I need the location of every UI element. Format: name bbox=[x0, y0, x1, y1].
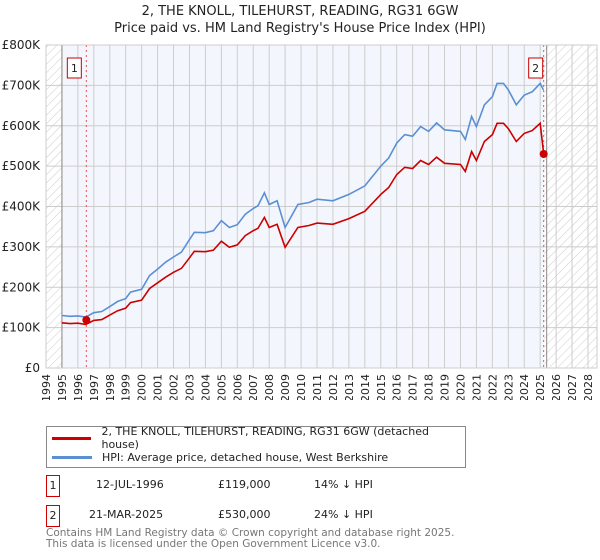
x-tick-label: 1998 bbox=[104, 374, 117, 400]
legend-swatch-red bbox=[52, 436, 92, 440]
series-line bbox=[61, 82, 545, 318]
x-tick-label: 2011 bbox=[311, 374, 324, 400]
sale-marker-badge: 2 bbox=[46, 505, 60, 527]
x-tick-label: 2020 bbox=[454, 374, 467, 400]
y-tick-label: £600K bbox=[2, 119, 42, 133]
sale-annotation-label: 2 bbox=[532, 62, 539, 75]
sale-price: £119,000 bbox=[218, 478, 271, 491]
x-tick-label: 2021 bbox=[470, 374, 483, 400]
x-tick-label: 2007 bbox=[247, 374, 260, 400]
x-tick-label: 2022 bbox=[486, 374, 499, 400]
plot-border bbox=[45, 44, 598, 369]
x-tick-label: 2025 bbox=[534, 374, 547, 400]
price-chart: 1994 1995 1996 1997 1998 1999 2000 2001 2002 2003… bbox=[2, 38, 598, 400]
x-tick-label: 2017 bbox=[407, 374, 420, 400]
sale-row-2: 2 21-MAR-2025 £530,000 24% ↓ HPI bbox=[46, 505, 466, 527]
series-line bbox=[61, 121, 547, 326]
x-tick-label: 2014 bbox=[359, 374, 372, 400]
legend-label: HPI: Average price, detached house, West… bbox=[102, 450, 389, 464]
sale-annotation-label: 1 bbox=[71, 62, 78, 75]
legend-swatch-blue bbox=[52, 455, 92, 459]
x-tick-label: 2015 bbox=[375, 374, 388, 400]
x-tick-label: 1997 bbox=[88, 374, 101, 400]
x-tick-label: 2027 bbox=[566, 374, 579, 400]
sale-hpi-diff: 24% ↓ HPI bbox=[314, 508, 373, 521]
x-tick-label: 2006 bbox=[231, 374, 244, 400]
x-tick-label: 2016 bbox=[391, 374, 404, 400]
x-tick-label: 2001 bbox=[152, 374, 165, 400]
sale-point bbox=[539, 150, 548, 159]
x-tick-label: 2026 bbox=[550, 374, 563, 400]
sale-price: £530,000 bbox=[218, 508, 271, 521]
x-tick-label: 2005 bbox=[215, 374, 228, 400]
x-tick-label: 2024 bbox=[518, 374, 531, 400]
sale-date: 21-MAR-2025 bbox=[89, 508, 164, 521]
sale-row-1: 1 12-JUL-1996 £119,000 14% ↓ HPI bbox=[46, 475, 466, 497]
y-tick-label: £800K bbox=[2, 38, 42, 52]
y-tick-label: £100K bbox=[2, 321, 42, 335]
x-tick-label: 2013 bbox=[343, 374, 356, 400]
y-tick-label: £400K bbox=[2, 200, 42, 214]
x-tick-label: 2002 bbox=[168, 374, 181, 400]
x-tick-label: 1996 bbox=[72, 374, 85, 400]
sale-marker-badge: 1 bbox=[46, 475, 60, 497]
legend: 2, THE KNOLL, TILEHURST, READING, RG31 6… bbox=[46, 425, 466, 468]
footer: Contains HM Land Registry data © Crown c… bbox=[46, 528, 454, 550]
x-tick-label: 2018 bbox=[423, 374, 436, 400]
x-tick-label: 2028 bbox=[582, 374, 595, 400]
x-tick-label: 2010 bbox=[295, 374, 308, 400]
sale-annotation-box bbox=[66, 57, 82, 79]
sale-annotation-box bbox=[528, 57, 544, 79]
x-tick-label: 2008 bbox=[263, 374, 276, 400]
footer-licence: This data is licensed under the Open Gov… bbox=[46, 538, 381, 550]
legend-item-property: 2, THE KNOLL, TILEHURST, READING, RG31 6… bbox=[52, 425, 465, 451]
x-tick-label: 2003 bbox=[183, 374, 196, 400]
y-tick-label: £300K bbox=[2, 240, 42, 254]
x-tick-label: 1994 bbox=[40, 374, 53, 400]
legend-label: 2, THE KNOLL, TILEHURST, READING, RG31 6… bbox=[101, 425, 429, 451]
sale-hpi-diff: 14% ↓ HPI bbox=[314, 478, 373, 491]
x-tick-label: 2019 bbox=[439, 374, 452, 400]
y-tick-label: £500K bbox=[2, 159, 42, 173]
chart-subtitle: Price paid vs. HM Land Registry's House … bbox=[114, 21, 486, 36]
x-tick-label: 1995 bbox=[56, 374, 69, 400]
sale-date: 12-JUL-1996 bbox=[96, 478, 164, 491]
sale-point bbox=[82, 315, 91, 324]
x-tick-label: 1999 bbox=[120, 374, 133, 400]
x-tick-label: 2009 bbox=[279, 374, 292, 400]
y-tick-label: £700K bbox=[2, 78, 42, 92]
footer-copyright: Contains HM Land Registry data © Crown c… bbox=[46, 527, 455, 539]
chart-title: 2, THE KNOLL, TILEHURST, READING, RG31 6… bbox=[141, 4, 459, 19]
legend-item-hpi: HPI: Average price, detached house, West… bbox=[52, 448, 388, 466]
y-tick-label: £0 bbox=[25, 361, 40, 375]
y-tick-label: £200K bbox=[2, 280, 42, 294]
x-tick-label: 2000 bbox=[136, 374, 149, 400]
x-tick-label: 2004 bbox=[199, 374, 212, 400]
x-tick-label: 2012 bbox=[327, 374, 340, 400]
x-tick-label: 2023 bbox=[502, 374, 515, 400]
